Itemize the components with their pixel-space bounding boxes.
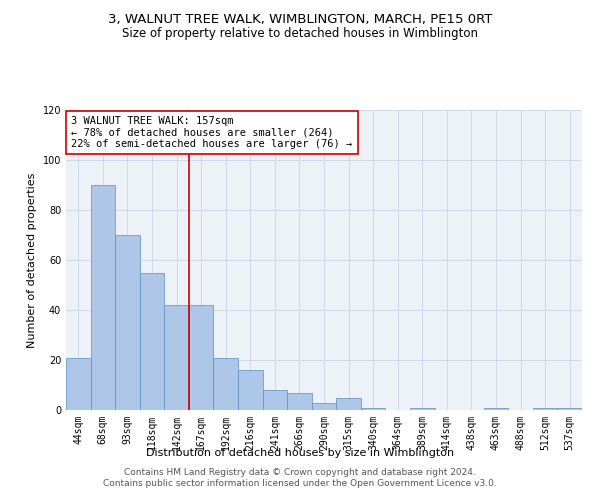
Bar [189,305,214,410]
Bar [263,390,287,410]
Bar [533,408,557,410]
Text: Distribution of detached houses by size in Wimblington: Distribution of detached houses by size … [146,448,454,458]
Text: 3 WALNUT TREE WALK: 157sqm
← 78% of detached houses are smaller (264)
22% of sem: 3 WALNUT TREE WALK: 157sqm ← 78% of deta… [71,116,352,149]
Bar [91,185,115,410]
Bar [287,392,312,410]
Bar [164,305,189,410]
Bar [361,408,385,410]
Bar [214,358,238,410]
Bar [557,408,582,410]
Text: Contains HM Land Registry data © Crown copyright and database right 2024.
Contai: Contains HM Land Registry data © Crown c… [103,468,497,487]
Bar [66,358,91,410]
Bar [140,272,164,410]
Y-axis label: Number of detached properties: Number of detached properties [27,172,37,348]
Bar [312,402,336,410]
Bar [238,370,263,410]
Bar [115,235,140,410]
Text: 3, WALNUT TREE WALK, WIMBLINGTON, MARCH, PE15 0RT: 3, WALNUT TREE WALK, WIMBLINGTON, MARCH,… [108,12,492,26]
Bar [410,408,434,410]
Bar [484,408,508,410]
Bar [336,398,361,410]
Text: Size of property relative to detached houses in Wimblington: Size of property relative to detached ho… [122,28,478,40]
